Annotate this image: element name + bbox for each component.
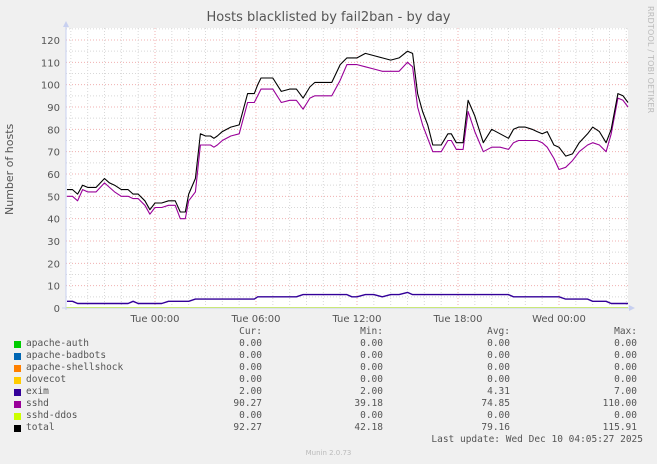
svg-text:Tue 12:00: Tue 12:00 [331,314,381,325]
x-axis-arrow-icon [629,305,635,311]
header-avg: Avg: [487,326,510,337]
legend-avg: 0.00 [487,374,510,385]
legend-swatch [14,413,21,420]
legend-header-row: Cur: Min: Avg: Max: [14,326,644,338]
legend-avg: 0.00 [487,338,510,349]
legend-swatch [14,389,21,396]
svg-text:100: 100 [41,81,60,92]
chart-title: Hosts blacklisted by fail2ban - by day [206,10,451,25]
legend-max: 0.00 [614,338,637,349]
legend-row-apache-shellshock: apache-shellshock 0.00 0.00 0.00 0.00 [14,362,644,374]
svg-text:120: 120 [41,36,60,47]
legend-avg: 79.16 [481,422,510,433]
svg-text:70: 70 [47,148,60,159]
svg-text:Wed 00:00: Wed 00:00 [532,314,586,325]
legend-avg: 4.31 [487,386,510,397]
legend-max: 0.00 [614,362,637,373]
legend-min: 0.00 [360,374,383,385]
legend-row-exim: exim 2.00 2.00 4.31 7.00 [14,386,644,398]
legend-min: 39.18 [354,398,383,409]
legend-cur: 0.00 [239,374,262,385]
legend-row-dovecot: dovecot 0.00 0.00 0.00 0.00 [14,374,644,386]
svg-text:110: 110 [41,58,60,69]
legend-cur: 2.00 [239,386,262,397]
legend-avg: 0.00 [487,410,510,421]
series-line-total [67,50,629,213]
legend-min: 42.18 [354,422,383,433]
legend-max: 0.00 [614,374,637,385]
legend-series-name: apache-auth [26,338,89,349]
svg-text:Tue 18:00: Tue 18:00 [432,314,482,325]
legend-swatch [14,401,21,408]
legend-swatch [14,341,21,348]
legend-row-sshd-ddos: sshd-ddos 0.00 0.00 0.00 0.00 [14,410,644,422]
legend-swatch [14,425,21,432]
y-axis-arrow-icon [63,21,69,27]
legend-min: 0.00 [360,338,383,349]
legend-avg: 0.00 [487,350,510,361]
legend-series-name: apache-shellshock [26,362,124,373]
legend-row-sshd: sshd 90.27 39.18 74.85 110.00 [14,398,644,410]
legend-cur: 90.27 [233,398,262,409]
munin-version: Munin 2.0.73 [305,449,352,457]
svg-text:0: 0 [54,304,60,315]
legend-row-apache-badbots: apache-badbots 0.00 0.00 0.00 0.00 [14,350,644,362]
series-line-sshd [67,61,629,220]
legend-max: 0.00 [614,350,637,361]
legend-series-name: sshd-ddos [26,410,78,421]
header-cur: Cur: [239,326,262,337]
legend-max: 110.00 [602,398,637,409]
legend-series-name: sshd [26,398,49,409]
legend-min: 0.00 [360,410,383,421]
legend-cur: 0.00 [239,410,262,421]
legend-series-name: apache-badbots [26,350,107,361]
svg-text:80: 80 [47,125,60,136]
svg-text:90: 90 [47,103,60,114]
legend-max: 115.91 [602,422,637,433]
svg-text:Tue 00:00: Tue 00:00 [129,314,179,325]
legend-series-name: exim [26,386,49,397]
legend-series-name: total [26,422,55,433]
legend-swatch [14,365,21,372]
header-max: Max: [614,326,637,337]
legend-row-apache-auth: apache-auth 0.00 0.00 0.00 0.00 [14,338,644,350]
legend-min: 0.00 [360,362,383,373]
svg-text:50: 50 [47,192,60,203]
legend-min: 0.00 [360,350,383,361]
last-update: Last update: Wed Dec 10 04:05:27 2025 [431,434,643,445]
plot-area [66,28,628,308]
legend-min: 2.00 [360,386,383,397]
x-tick-labels: Tue 00:00 Tue 06:00 Tue 12:00 Tue 18:00 Wed … [129,314,585,325]
series-line-exim [67,291,628,305]
svg-text:10: 10 [47,282,60,293]
legend-max: 0.00 [614,410,637,421]
svg-text:30: 30 [47,237,60,248]
rrdtool-watermark: RRDTOOL / TOBI OETIKER [646,6,655,114]
legend-avg: 74.85 [481,398,510,409]
svg-text:40: 40 [47,215,60,226]
y-tick-labels: 0 10 20 30 40 50 60 70 80 90 100 110 120 [41,36,60,315]
legend-series-name: dovecot [26,374,67,385]
svg-text:Tue 06:00: Tue 06:00 [230,314,280,325]
legend-swatch [14,353,21,360]
svg-text:60: 60 [47,170,60,181]
svg-text:20: 20 [47,259,60,270]
legend-swatch [14,377,21,384]
header-min: Min: [360,326,383,337]
legend-avg: 0.00 [487,362,510,373]
legend-cur: 0.00 [239,338,262,349]
legend-cur: 0.00 [239,350,262,361]
legend-max: 7.00 [614,386,637,397]
legend-cur: 0.00 [239,362,262,373]
legend-row-total: total 92.27 42.18 79.16 115.91 [14,422,644,434]
legend-cur: 92.27 [233,422,262,433]
